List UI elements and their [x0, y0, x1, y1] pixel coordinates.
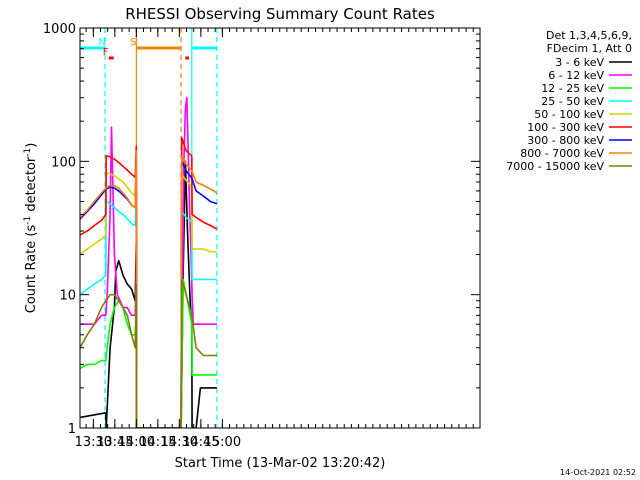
- legend-label-25-50-kev: 25 - 50 keV: [541, 95, 604, 108]
- top-bar-label: S: [130, 37, 136, 48]
- y-tick-label: 100: [51, 155, 76, 170]
- top-bar-label: N: [98, 37, 105, 48]
- y-tick-label: 10: [59, 289, 76, 304]
- legend: Det 1,3,4,5,6,9, FDecim 1, Att 0 3 - 6 k…: [506, 29, 632, 173]
- legend-label-7000-15000-kev: 7000 - 15000 keV: [506, 160, 604, 173]
- legend-label-6-12-kev: 6 - 12 keV: [548, 69, 604, 82]
- x-axis-title: Start Time (13-Mar-02 13:20:42): [175, 456, 386, 471]
- x-tick-label: 14:00: [118, 435, 155, 450]
- y-tick-label: 1: [68, 422, 76, 437]
- y-axis-title: Count Rate (s-1 detector-1): [23, 143, 39, 314]
- top-bar-label: F: [103, 47, 109, 58]
- legend-header-line-2: FDecim 1, Att 0: [547, 42, 632, 55]
- legend-label-100-300-kev: 100 - 300 keV: [527, 121, 604, 134]
- series-line-800-7000-kev: [80, 150, 218, 428]
- plot-data-layer: [80, 28, 218, 428]
- chart-title: RHESSI Observing Summary Count Rates: [125, 5, 435, 23]
- footer-date: 14-Oct-2021 02:52: [560, 468, 636, 477]
- series-line-7000-15000-kev: [80, 278, 217, 428]
- series-line-25-50-kev: [80, 195, 217, 428]
- y-tick-label: 1000: [43, 22, 76, 37]
- legend-label-800-7000-kev: 800 - 7000 keV: [520, 147, 604, 160]
- x-tick-label: 13:45: [96, 435, 133, 450]
- x-tick-label: 14:45: [182, 435, 219, 450]
- top-bar-annotations: N SF: [80, 37, 217, 60]
- series-group: [80, 96, 218, 428]
- legend-label-50-100-kev: 50 - 100 keV: [534, 108, 604, 121]
- legend-label-300-800-kev: 300 - 800 keV: [527, 134, 604, 147]
- x-tick-label: 13:30: [75, 435, 112, 450]
- series-line-3-6-kev: [80, 160, 217, 428]
- series-line-100-300-kev: [80, 137, 218, 428]
- legend-header-line-1: Det 1,3,4,5,6,9,: [546, 29, 632, 42]
- x-tick-label: 15:00: [204, 435, 241, 450]
- legend-label-12-25-kev: 12 - 25 keV: [541, 82, 604, 95]
- x-tick-label: 14:30: [161, 435, 198, 450]
- y-axis-ticks: 1 10 100 1000: [43, 22, 480, 437]
- legend-label-3-6-kev: 3 - 6 keV: [555, 56, 604, 69]
- x-tick-label: 14:15: [139, 435, 176, 450]
- series-line-50-100-kev: [80, 166, 217, 428]
